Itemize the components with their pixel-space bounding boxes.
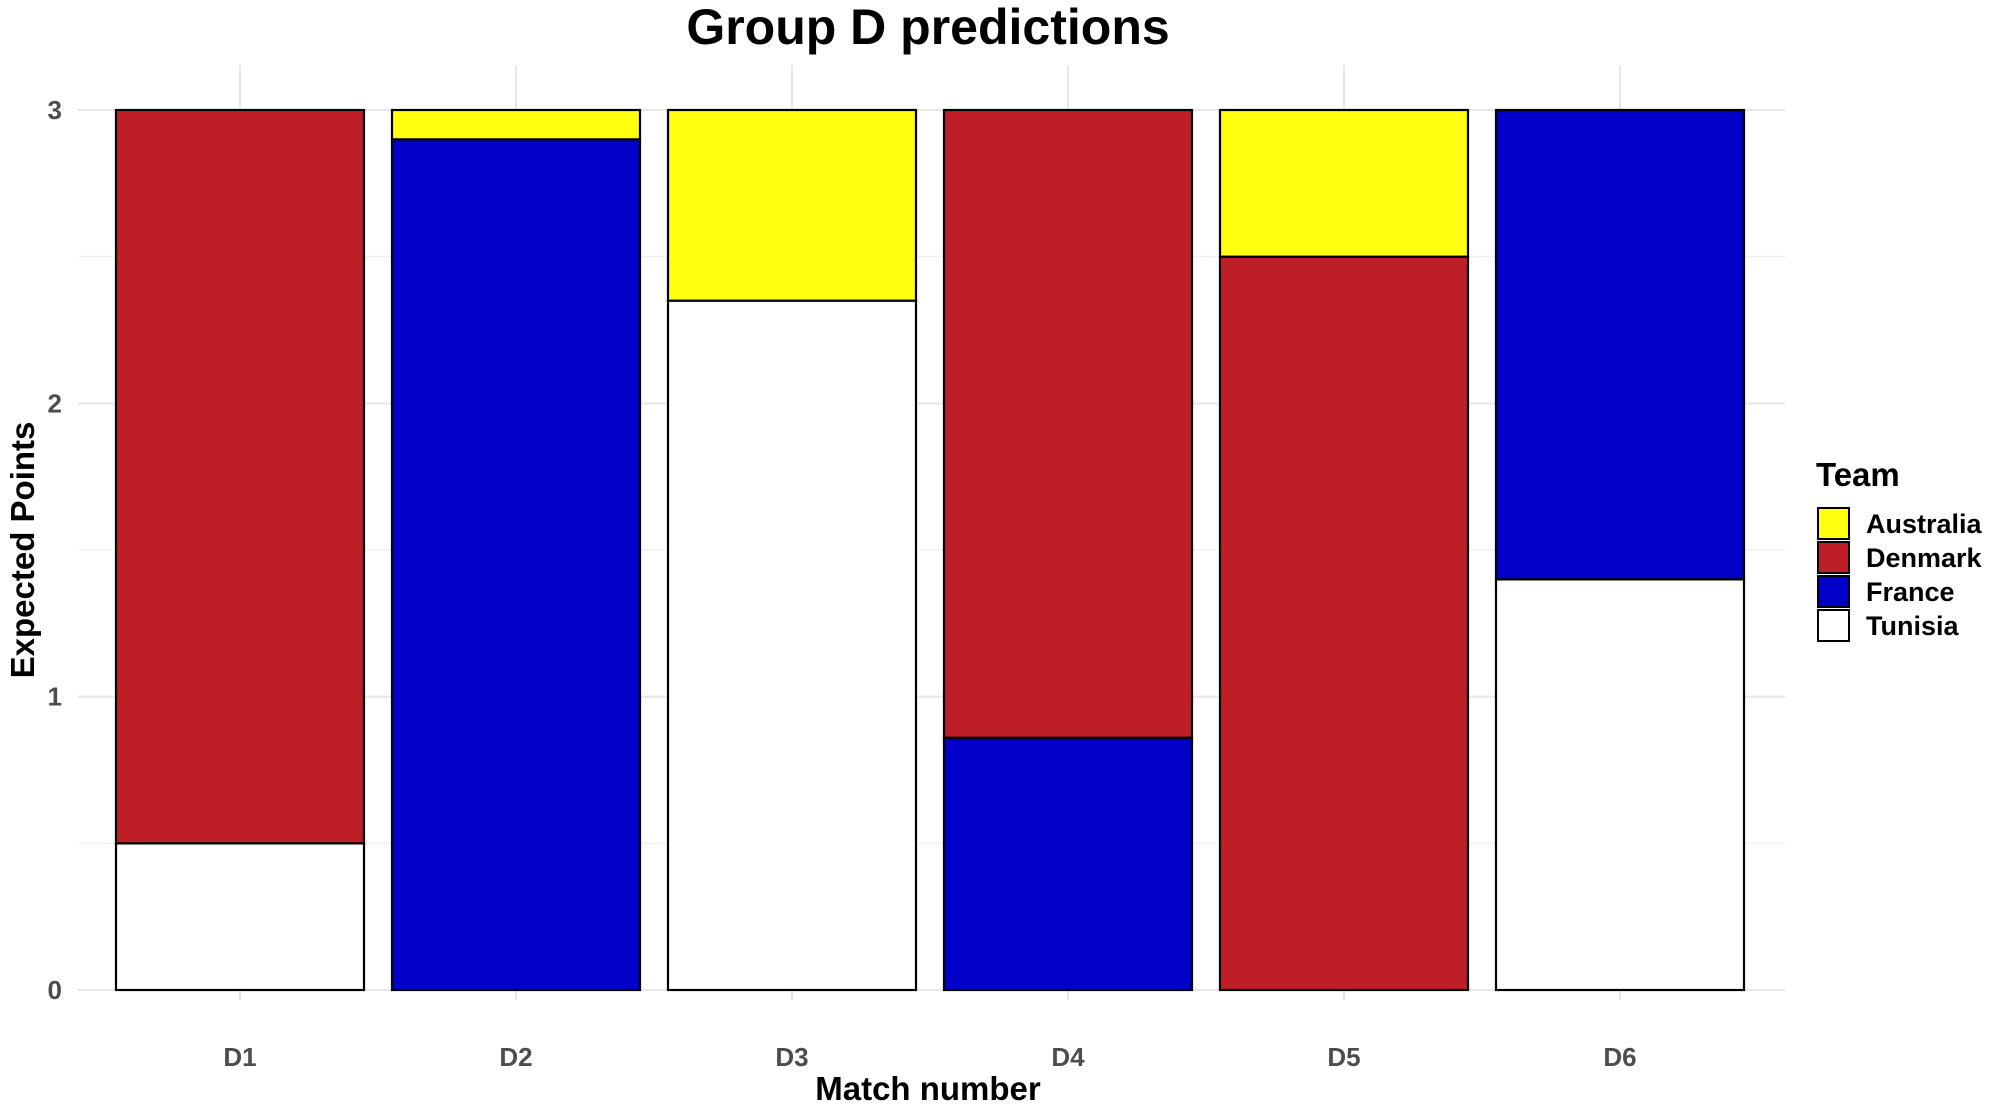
bar-segment-d2-france (390, 138, 642, 992)
bar-segment-d3-australia (666, 108, 918, 302)
x-tick-labels: D1 D2 D3 D4 D5 D6 (223, 1042, 1636, 1072)
legend-key-tunisia (1817, 609, 1850, 642)
legend-label-france: France (1866, 577, 1955, 607)
bar-segment-d1-tunisia (114, 842, 366, 992)
bar-segment-d3-tunisia (666, 299, 918, 992)
y-tick-label: 3 (48, 95, 62, 125)
x-tick-label: D2 (499, 1042, 532, 1072)
x-axis-title: Match number (815, 1070, 1041, 1107)
y-tick-label: 1 (48, 682, 62, 712)
x-tick-label: D1 (223, 1042, 256, 1072)
legend-key-australia (1817, 507, 1850, 540)
bar-segment-d4-france (942, 736, 1194, 992)
legend-key-denmark (1817, 541, 1850, 574)
y-axis-title: Expected Points (4, 422, 41, 679)
legend-key-france (1817, 575, 1850, 608)
legend-title: Team (1816, 456, 1900, 493)
y-tick-labels: 0 1 2 3 (48, 95, 62, 1005)
y-tick-label: 0 (48, 975, 62, 1005)
bar-segment-d2-australia (390, 108, 642, 141)
bar-segment-d1-denmark (114, 108, 366, 845)
legend-label-australia: Australia (1866, 509, 1983, 539)
legend-label-tunisia: Tunisia (1866, 611, 1959, 641)
legend: Team Australia Denmark France Tunisia (1816, 456, 1983, 642)
x-tick-label: D5 (1327, 1042, 1360, 1072)
bar-segment-d5-denmark (1218, 255, 1470, 992)
x-tick-label: D6 (1603, 1042, 1636, 1072)
y-tick-label: 2 (48, 388, 62, 418)
bar-segment-d4-denmark (942, 108, 1194, 739)
bar-segment-d5-australia (1218, 108, 1470, 258)
bars (114, 108, 1746, 992)
legend-label-denmark: Denmark (1866, 543, 1983, 573)
chart-title: Group D predictions (686, 0, 1169, 55)
bar-segment-d6-tunisia (1494, 578, 1746, 992)
x-tick-label: D3 (775, 1042, 808, 1072)
bar-segment-d6-france (1494, 108, 1746, 581)
x-tick-label: D4 (1051, 1042, 1085, 1072)
